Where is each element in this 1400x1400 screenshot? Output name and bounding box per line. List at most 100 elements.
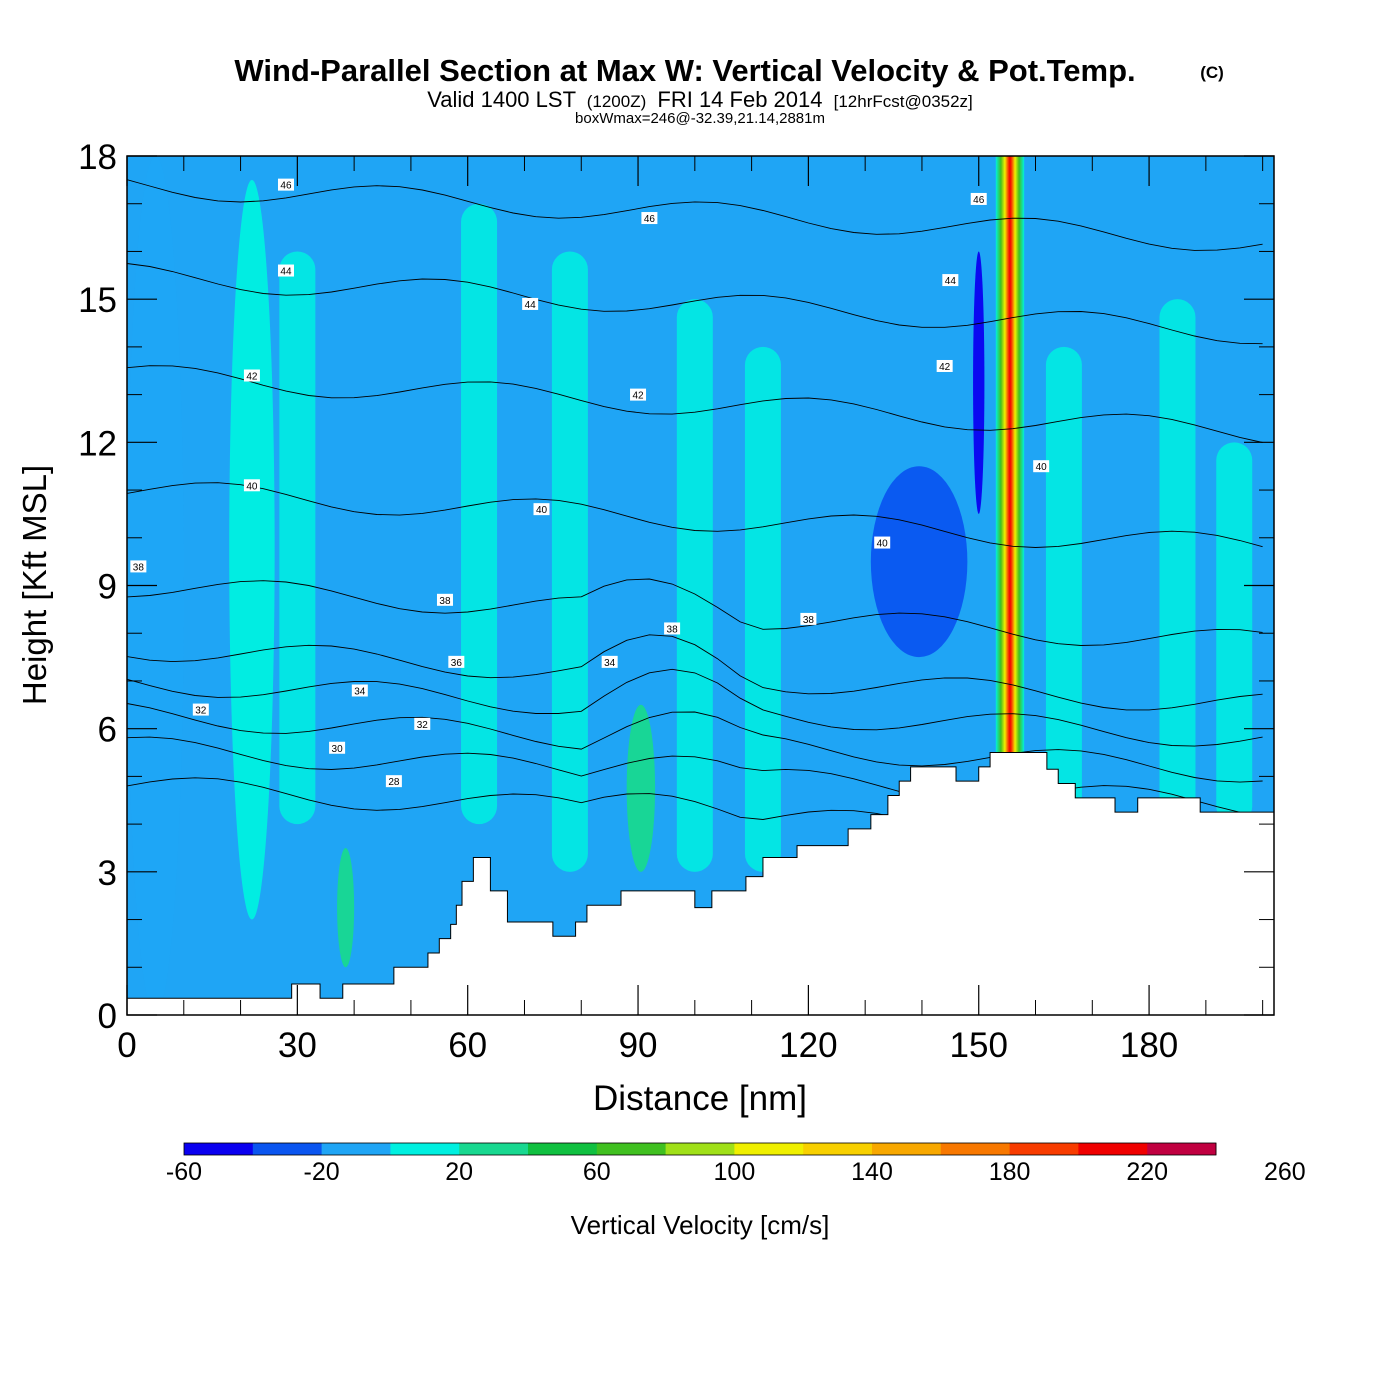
- theta-label-4: 44: [522, 297, 539, 311]
- theta-label-box: [641, 212, 658, 225]
- theta-label-box: [243, 479, 260, 492]
- chart-subtitle: Valid 1400 LST (1200Z) FRI 14 Feb 2014 […: [427, 87, 973, 112]
- theta-label-box: [970, 192, 987, 205]
- theta-label-text: 38: [133, 562, 145, 573]
- theta-label-text: 42: [632, 391, 644, 402]
- theta-label-23: 28: [385, 775, 402, 788]
- y-tick-label: 9: [98, 568, 117, 607]
- theta-label-13: 38: [130, 560, 147, 573]
- theta-contour-44: [127, 263, 1263, 345]
- colorbar-tick-label: -60: [166, 1158, 202, 1186]
- theta-label-text: 30: [332, 744, 344, 755]
- theta-label-11: 40: [874, 536, 891, 550]
- colorbar-tick-label: 60: [583, 1158, 611, 1186]
- theta-label-20: 32: [192, 703, 209, 717]
- subtitle-utc: (1200Z): [587, 92, 647, 111]
- theta-label-text: 40: [877, 539, 889, 550]
- plot-area: 46 46 46 44 44 44 42 42 42 40 40 40 40 38 38 38 38 36 34 34…: [127, 156, 1274, 1015]
- theta-label-text: 44: [945, 276, 957, 287]
- colorbar-tick-label: 180: [989, 1158, 1031, 1186]
- theta-label-box: [436, 593, 453, 606]
- theta-label-text: 38: [667, 624, 679, 635]
- theta-label-box: [936, 359, 953, 372]
- colorbar-swatch: [803, 1143, 873, 1155]
- y-axis-label: Height [Kft MSL]: [16, 465, 53, 705]
- theta-label-22: 30: [329, 741, 346, 755]
- velocity-region-3: [626, 704, 656, 872]
- x-tick-label: 180: [1120, 1026, 1178, 1065]
- theta-contour-42: [127, 365, 1263, 443]
- colorbar-swatch: [1009, 1143, 1079, 1155]
- velocity-field: [127, 156, 1253, 1015]
- theta-label-15: 38: [664, 622, 681, 635]
- velocity-region-5: [973, 251, 985, 514]
- theta-label-box: [664, 622, 681, 635]
- theta-label-box: [533, 503, 550, 516]
- terrain: [127, 752, 1274, 1015]
- theta-label-text: 42: [939, 362, 951, 373]
- velocity-streak-2: [551, 251, 588, 872]
- y-tick-label: 0: [98, 997, 117, 1036]
- x-tick-label: 30: [278, 1026, 317, 1065]
- theta-contour-34: [127, 668, 1263, 747]
- theta-label-12: 40: [1033, 460, 1050, 473]
- theta-label-box: [448, 655, 465, 668]
- theta-label-text: 42: [246, 372, 258, 383]
- theta-label-14: 38: [436, 593, 453, 607]
- theta-label-text: 38: [803, 615, 815, 626]
- theta-label-box: [414, 717, 431, 730]
- velocity-streak-1: [461, 203, 498, 825]
- colorbar-swatch: [596, 1143, 667, 1155]
- theta-label-text: 32: [195, 706, 207, 717]
- theta-label-box: [874, 536, 891, 549]
- colorbar-swatch: [321, 1143, 391, 1155]
- theta-label-text: 34: [604, 658, 616, 669]
- theta-label-0: 46: [277, 178, 294, 192]
- x-tick-label: 0: [117, 1026, 136, 1065]
- velocity-region-2: [337, 847, 355, 968]
- theta-label-box: [800, 612, 817, 625]
- theta-label-box: [192, 703, 209, 716]
- x-tick-label: 150: [950, 1026, 1008, 1065]
- theta-label-1: 46: [641, 212, 658, 225]
- colorbar-swatch: [734, 1143, 804, 1155]
- theta-label-box: [522, 297, 539, 310]
- velocity-streak-0: [279, 251, 316, 825]
- chart-info: boxWmax=246@-32.39,21.14,2881m: [575, 110, 825, 127]
- colorbar-swatch: [390, 1143, 460, 1155]
- theta-label-text: 36: [451, 658, 463, 669]
- theta-label-text: 28: [388, 777, 400, 788]
- colorbar-label: Vertical Velocity [cm/s]: [571, 1210, 830, 1240]
- theta-contour-40: [127, 482, 1263, 548]
- theta-label-text: 40: [1036, 462, 1048, 473]
- theta-label-19: 34: [351, 684, 368, 697]
- theta-label-box: [130, 560, 147, 573]
- theta-label-box: [329, 741, 346, 754]
- theta-label-text: 44: [280, 267, 292, 278]
- velocity-region-1: [229, 179, 275, 920]
- colorbar-swatch: [1147, 1143, 1217, 1155]
- y-tick-label: 18: [78, 138, 117, 177]
- theta-label-17: 36: [448, 655, 465, 669]
- subtitle-valid: Valid 1400 LST: [427, 87, 575, 112]
- x-axis: 0 30 60 90 120 150 180: [117, 156, 1264, 1065]
- colorbar-tick-label: 20: [445, 1158, 473, 1186]
- theta-label-box: [1033, 460, 1050, 473]
- theta-contour-46: [127, 179, 1263, 251]
- theta-label-text: 46: [280, 181, 292, 192]
- theta-label-text: 32: [417, 720, 429, 731]
- colorbar-swatch: [528, 1143, 598, 1155]
- theta-label-6: 42: [243, 369, 260, 383]
- theta-label-box: [385, 775, 402, 788]
- theta-label-16: 38: [800, 612, 817, 626]
- velocity-streak-6: [1159, 299, 1196, 825]
- y-tick-label: 3: [98, 854, 117, 893]
- theta-label-box: [277, 264, 294, 277]
- subtitle-date: FRI 14 Feb 2014: [657, 87, 822, 112]
- colorbar-swatch: [1078, 1143, 1148, 1155]
- theta-label-text: 34: [354, 686, 366, 697]
- subtitle-forecast: [12hrFcst@0352z]: [834, 92, 973, 111]
- theta-label-9: 40: [243, 479, 260, 492]
- theta-label-box: [351, 684, 368, 697]
